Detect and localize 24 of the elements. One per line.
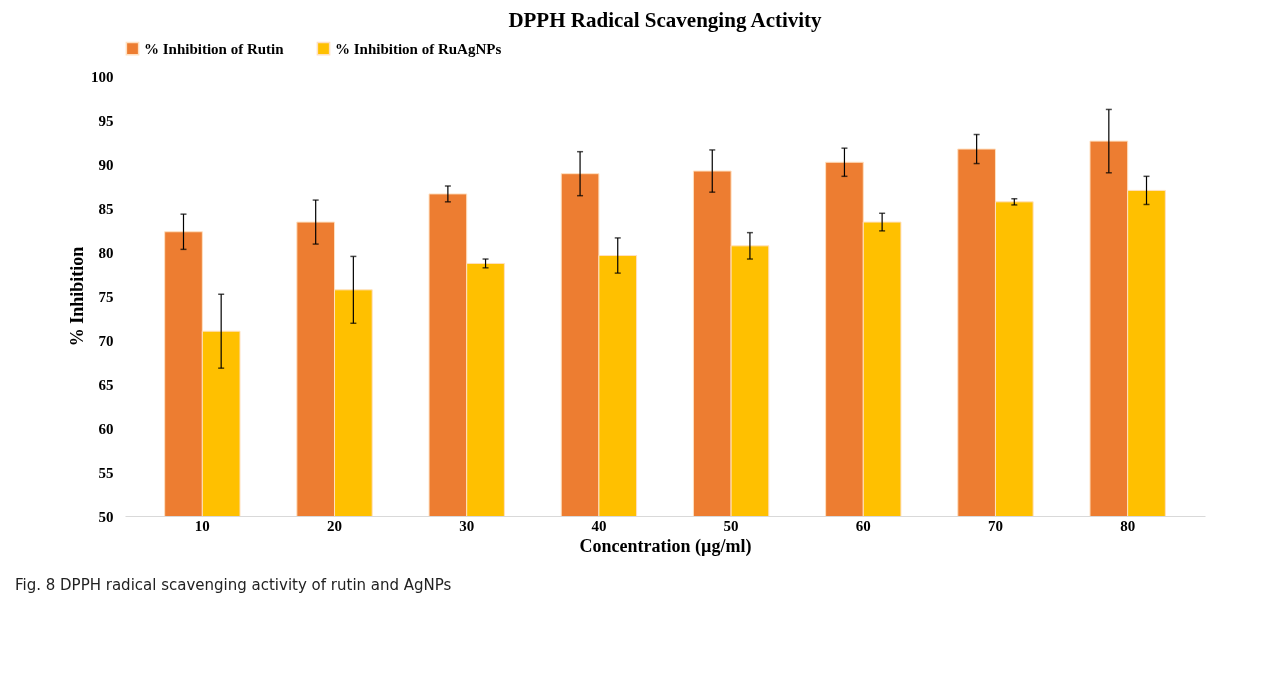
caption: Fig. 8 DPPH radical scavenging activity of rutin and AgNPs (15, 576, 452, 594)
x-tick-label: 50 (723, 517, 739, 534)
y-tick-label: 75 (98, 288, 114, 305)
y-axis-title: % Inhibition (67, 246, 87, 347)
y-tick-label: 90 (98, 156, 114, 173)
legend-label: % Inhibition of RuAgNPs (335, 40, 502, 57)
x-axis-title: Concentration (µg/ml) (579, 535, 752, 557)
x-tick-label: 80 (1120, 517, 1136, 534)
y-tick-label: 100 (91, 68, 114, 85)
y-tick-label: 85 (98, 200, 114, 217)
y-tick-label: 60 (98, 420, 114, 437)
y-tick-label: 70 (98, 332, 114, 349)
y-tick-label: 80 (98, 244, 114, 261)
y-tick-label: 65 (98, 376, 114, 393)
x-tick-label: 40 (591, 517, 607, 534)
x-tick-label: 20 (327, 517, 343, 534)
x-tick-label: 60 (855, 517, 871, 534)
y-tick-label: 95 (98, 112, 114, 129)
y-tick-label: 55 (98, 464, 114, 481)
legend-label: % Inhibition of Rutin (144, 40, 285, 57)
x-tick-label: 70 (987, 517, 1003, 534)
chart-title: DPPH Radical Scavenging Activity (508, 8, 823, 32)
x-tick-label: 10 (194, 517, 210, 534)
x-tick-label: 30 (459, 517, 475, 534)
